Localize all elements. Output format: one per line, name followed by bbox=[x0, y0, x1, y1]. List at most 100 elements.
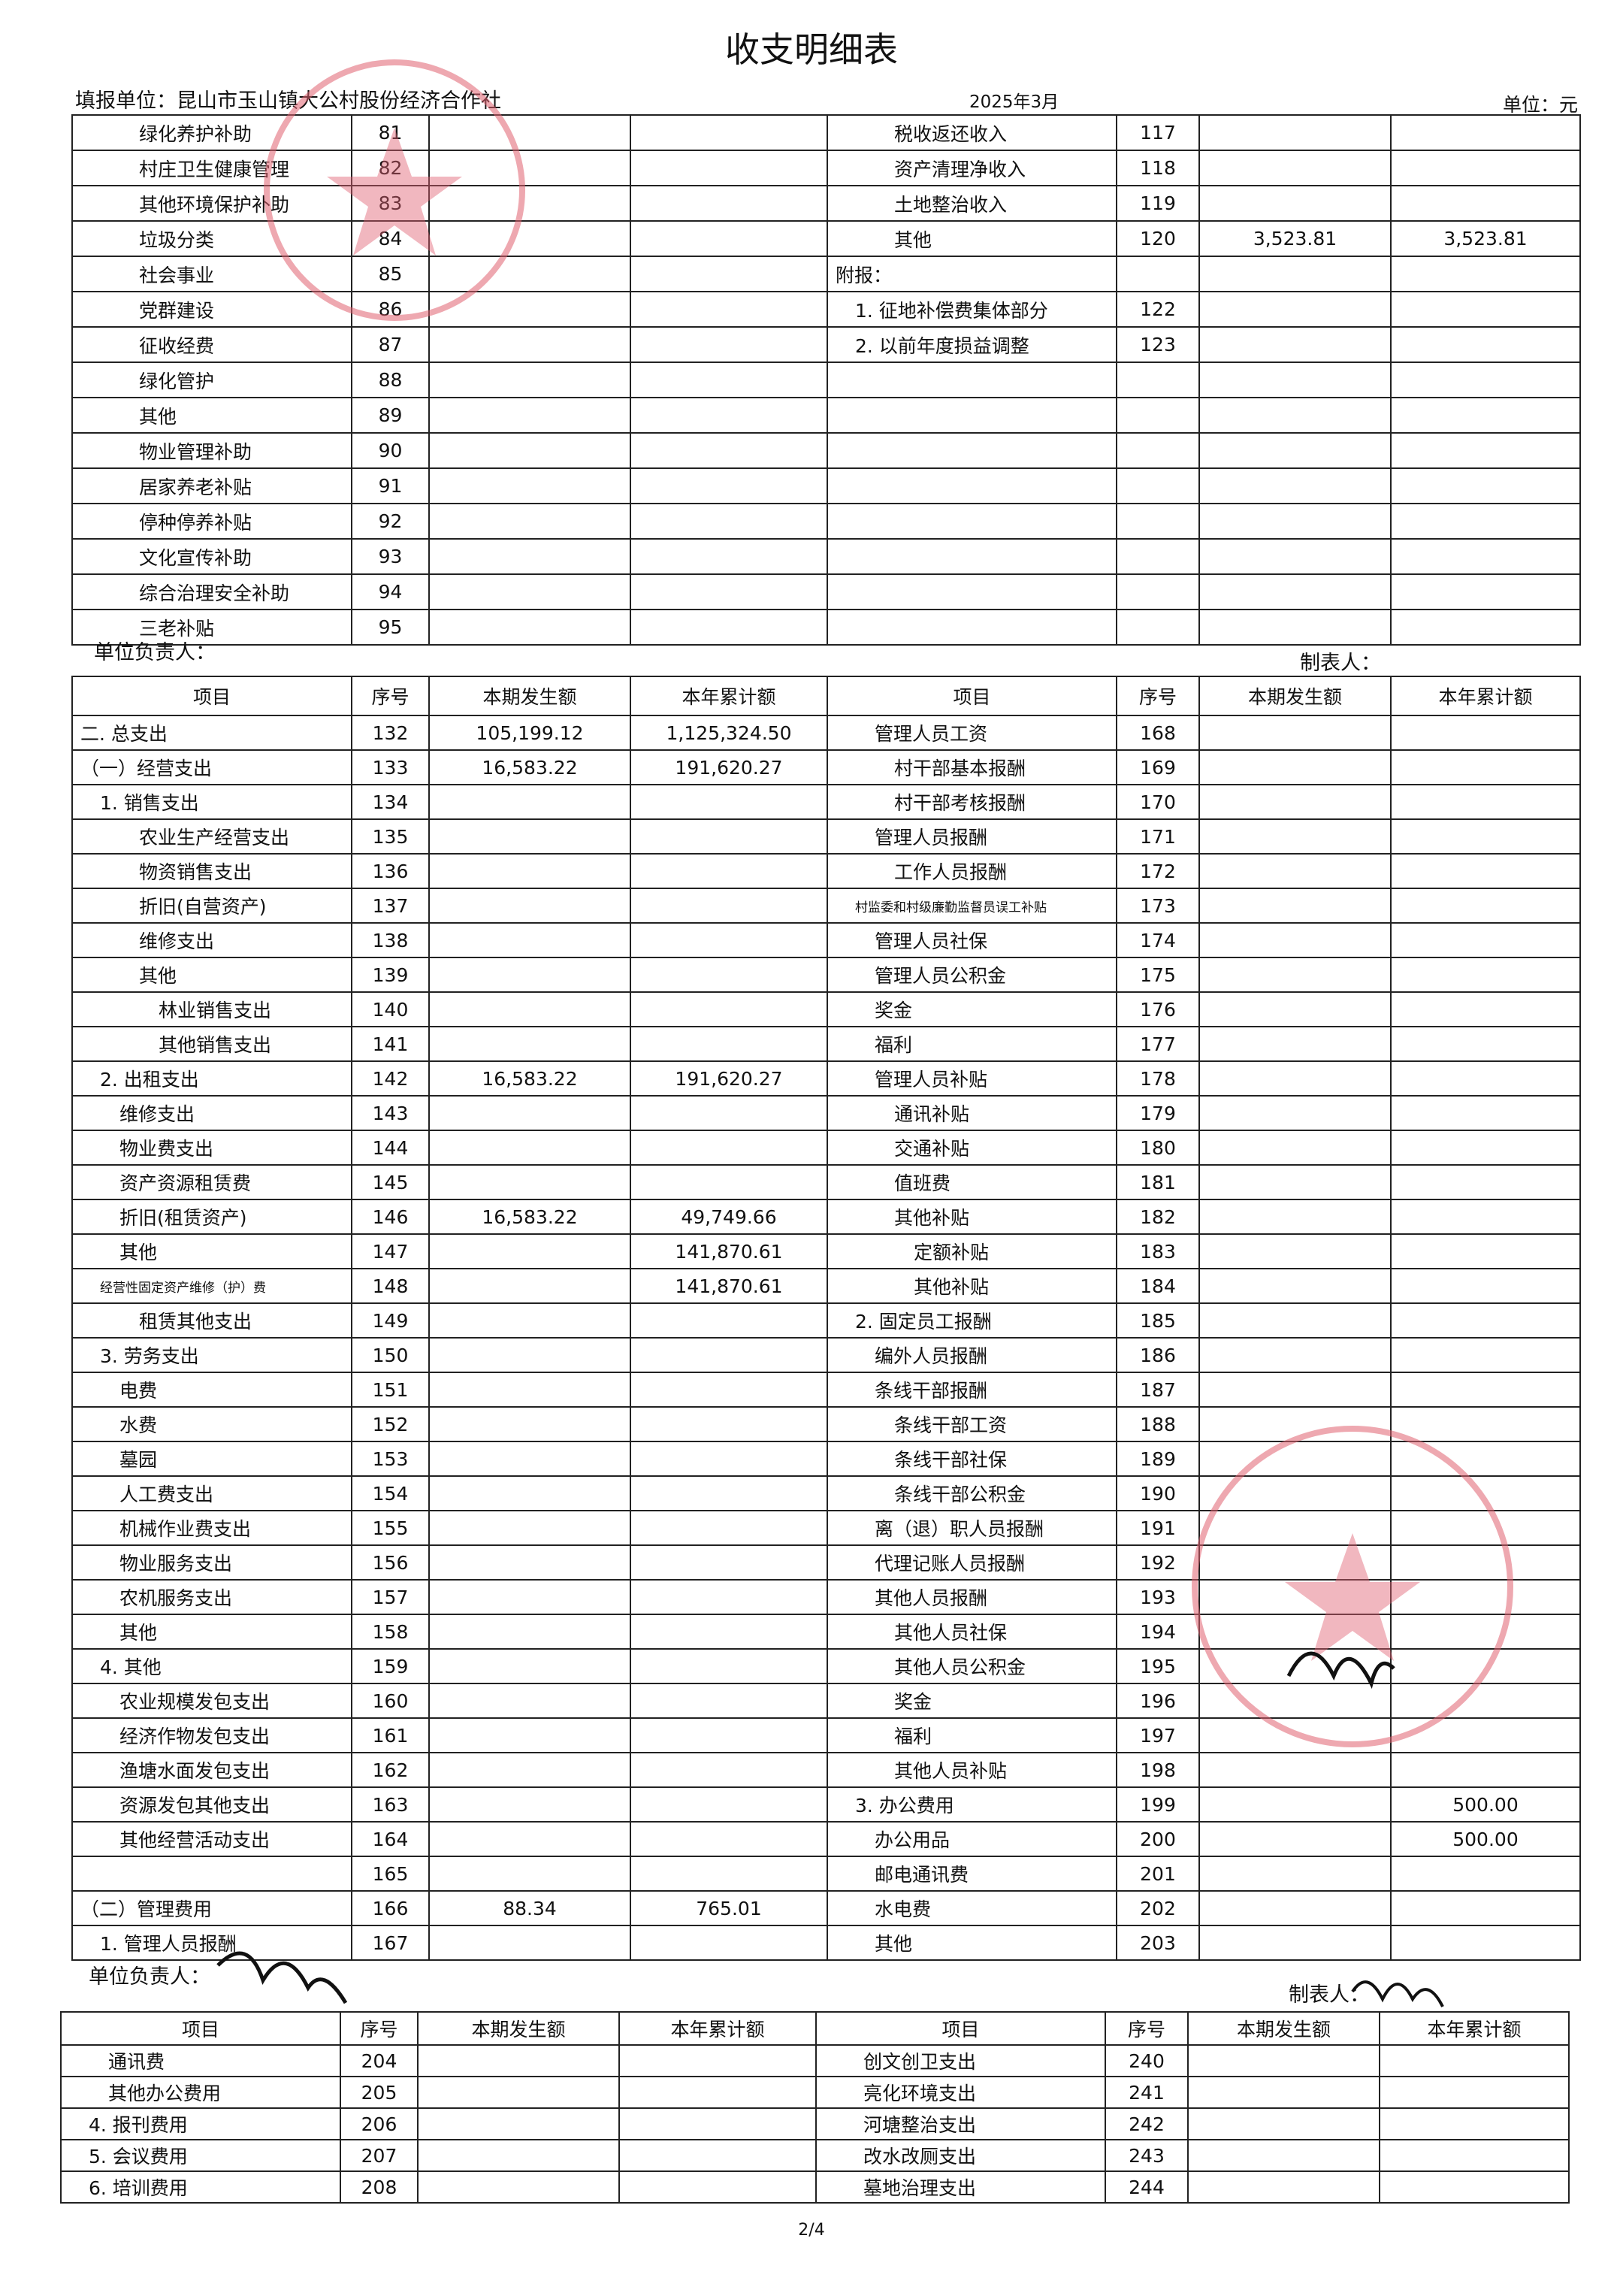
item-cell: 管理人员工资 bbox=[827, 715, 1117, 751]
current-amount-cell bbox=[428, 1856, 631, 1892]
current-amount-cell bbox=[428, 1026, 631, 1062]
ytd-amount-cell bbox=[1390, 888, 1581, 924]
ytd-amount-cell bbox=[1390, 957, 1581, 993]
current-amount-cell bbox=[1198, 1579, 1392, 1615]
column-header: 序号 bbox=[340, 2011, 419, 2046]
ytd-amount-cell bbox=[630, 432, 828, 469]
item-cell bbox=[827, 467, 1117, 504]
item-cell: 墓地治理支出 bbox=[815, 2170, 1106, 2204]
current-amount-cell bbox=[428, 114, 631, 151]
current-amount-cell bbox=[428, 573, 631, 610]
ytd-amount-cell bbox=[1390, 185, 1581, 222]
ytd-amount-cell: 191,620.27 bbox=[630, 1060, 828, 1097]
row: 资产资源租赁费 145 值班费 181 bbox=[71, 1164, 1581, 1200]
current-amount-cell bbox=[1187, 2139, 1380, 2172]
ytd-amount-cell bbox=[630, 1302, 828, 1339]
row: 其他环境保护补助 83 土地整治收入 119 bbox=[71, 185, 1581, 222]
page-number: 2/4 bbox=[798, 2221, 825, 2240]
ytd-amount-cell bbox=[630, 1372, 828, 1408]
item-cell: 3. 劳务支出 bbox=[71, 1337, 352, 1373]
current-amount-cell bbox=[428, 1614, 631, 1650]
current-amount-cell bbox=[428, 1510, 631, 1546]
ytd-amount-cell bbox=[630, 1026, 828, 1062]
row: 机械作业费支出 155 离（退）职人员报酬 191 bbox=[71, 1510, 1581, 1546]
current-amount-cell bbox=[1198, 361, 1392, 398]
ytd-amount-cell: 141,870.61 bbox=[630, 1233, 828, 1269]
ytd-amount-cell bbox=[630, 818, 828, 855]
item-cell: 福利 bbox=[827, 1026, 1117, 1062]
item-cell: 邮电通讯费 bbox=[827, 1856, 1117, 1892]
seq-cell: 201 bbox=[1116, 1856, 1200, 1892]
current-amount-cell bbox=[428, 1337, 631, 1373]
item-cell: 经营性固定资产维修（护）费 bbox=[71, 1268, 352, 1304]
row: 1. 销售支出 134 村干部考核报酬 170 bbox=[71, 784, 1581, 820]
current-amount-cell: 16,583.22 bbox=[428, 1060, 631, 1097]
ytd-amount-cell bbox=[1390, 503, 1581, 540]
seq-cell: 199 bbox=[1116, 1786, 1200, 1823]
item-cell: 1. 管理人员报酬 bbox=[71, 1925, 352, 1961]
current-amount-cell bbox=[428, 1475, 631, 1511]
seq-cell: 149 bbox=[351, 1302, 430, 1339]
item-cell: 绿化管护 bbox=[71, 361, 352, 398]
seq-cell: 154 bbox=[351, 1475, 430, 1511]
seq-cell: 187 bbox=[1116, 1372, 1200, 1408]
ytd-amount-cell bbox=[1390, 1372, 1581, 1408]
item-cell: 6. 培训费用 bbox=[60, 2170, 341, 2204]
current-amount-cell bbox=[417, 2139, 620, 2172]
seq-cell: 132 bbox=[351, 715, 430, 751]
row: 4. 报刊费用 206 河塘整治支出 242 bbox=[60, 2107, 1570, 2140]
row: 经济作物发包支出 161 福利 197 bbox=[71, 1717, 1581, 1753]
ytd-amount-cell bbox=[1390, 1683, 1581, 1719]
current-amount-cell bbox=[428, 1821, 631, 1857]
column-header: 本年累计额 bbox=[630, 676, 828, 716]
item-cell: 4. 报刊费用 bbox=[60, 2107, 341, 2140]
ytd-amount-cell bbox=[1390, 256, 1581, 292]
current-amount-cell bbox=[1198, 1372, 1392, 1408]
current-amount-cell bbox=[1187, 2107, 1380, 2140]
seq-cell: 204 bbox=[340, 2044, 419, 2077]
row: 农业规模发包支出 160 奖金 196 bbox=[71, 1683, 1581, 1719]
item-cell: 二. 总支出 bbox=[71, 715, 352, 751]
item-cell: 党群建设 bbox=[71, 291, 352, 328]
row: 4. 其他 159 其他人员公积金 195 bbox=[71, 1648, 1581, 1684]
item-cell: 1. 征地补偿费集体部分 bbox=[827, 291, 1117, 328]
seq-cell bbox=[1116, 467, 1200, 504]
current-amount-cell bbox=[1198, 1752, 1392, 1788]
current-amount-cell bbox=[1198, 1164, 1392, 1200]
ytd-amount-cell bbox=[1379, 2170, 1570, 2204]
preparer-label: 制表人： bbox=[1289, 1983, 1370, 2007]
item-cell: 折旧(自营资产) bbox=[71, 888, 352, 924]
item-cell: 社会事业 bbox=[71, 256, 352, 292]
ytd-amount-cell bbox=[1379, 2076, 1570, 2109]
item-cell: 物业服务支出 bbox=[71, 1544, 352, 1581]
item-cell: 水费 bbox=[71, 1406, 352, 1442]
seq-cell: 174 bbox=[1116, 922, 1200, 958]
item-cell: 其他 bbox=[71, 1233, 352, 1269]
row: 6. 培训费用 208 墓地治理支出 244 bbox=[60, 2170, 1570, 2204]
seq-cell: 87 bbox=[351, 326, 430, 363]
item-cell: 条线干部公积金 bbox=[827, 1475, 1117, 1511]
ytd-amount-cell bbox=[1390, 1890, 1581, 1926]
seq-cell: 171 bbox=[1116, 818, 1200, 855]
ytd-amount-cell bbox=[630, 1614, 828, 1650]
row: 综合治理安全补助 94 bbox=[71, 573, 1581, 610]
seq-cell: 139 bbox=[351, 957, 430, 993]
row: 社会事业 85 附报： bbox=[71, 256, 1581, 292]
seq-cell: 135 bbox=[351, 818, 430, 855]
current-amount-cell bbox=[428, 1786, 631, 1823]
item-cell: 综合治理安全补助 bbox=[71, 573, 352, 610]
row: 其他 158 其他人员社保 194 bbox=[71, 1614, 1581, 1650]
item-cell: （一）经营支出 bbox=[71, 749, 352, 785]
seq-cell: 200 bbox=[1116, 1821, 1200, 1857]
item-cell: 垃圾分类 bbox=[71, 220, 352, 257]
ytd-amount-cell bbox=[630, 503, 828, 540]
row: 2. 出租支出 142 16,583.22 191,620.27 管理人员补贴 178 bbox=[71, 1060, 1581, 1097]
table-1: 绿化养护补助 81 税收返还收入 117 村庄卫生健康管理 82 资产清理净收入 118 其他环… bbox=[71, 114, 1581, 646]
current-amount-cell bbox=[417, 2044, 620, 2077]
ytd-amount-cell bbox=[1379, 2139, 1570, 2172]
seq-cell: 147 bbox=[351, 1233, 430, 1269]
row: 折旧(租赁资产) 146 16,583.22 49,749.66 其他补贴 182 bbox=[71, 1199, 1581, 1235]
seq-cell: 88 bbox=[351, 361, 430, 398]
seq-cell: 163 bbox=[351, 1786, 430, 1823]
item-cell: 奖金 bbox=[827, 1683, 1117, 1719]
